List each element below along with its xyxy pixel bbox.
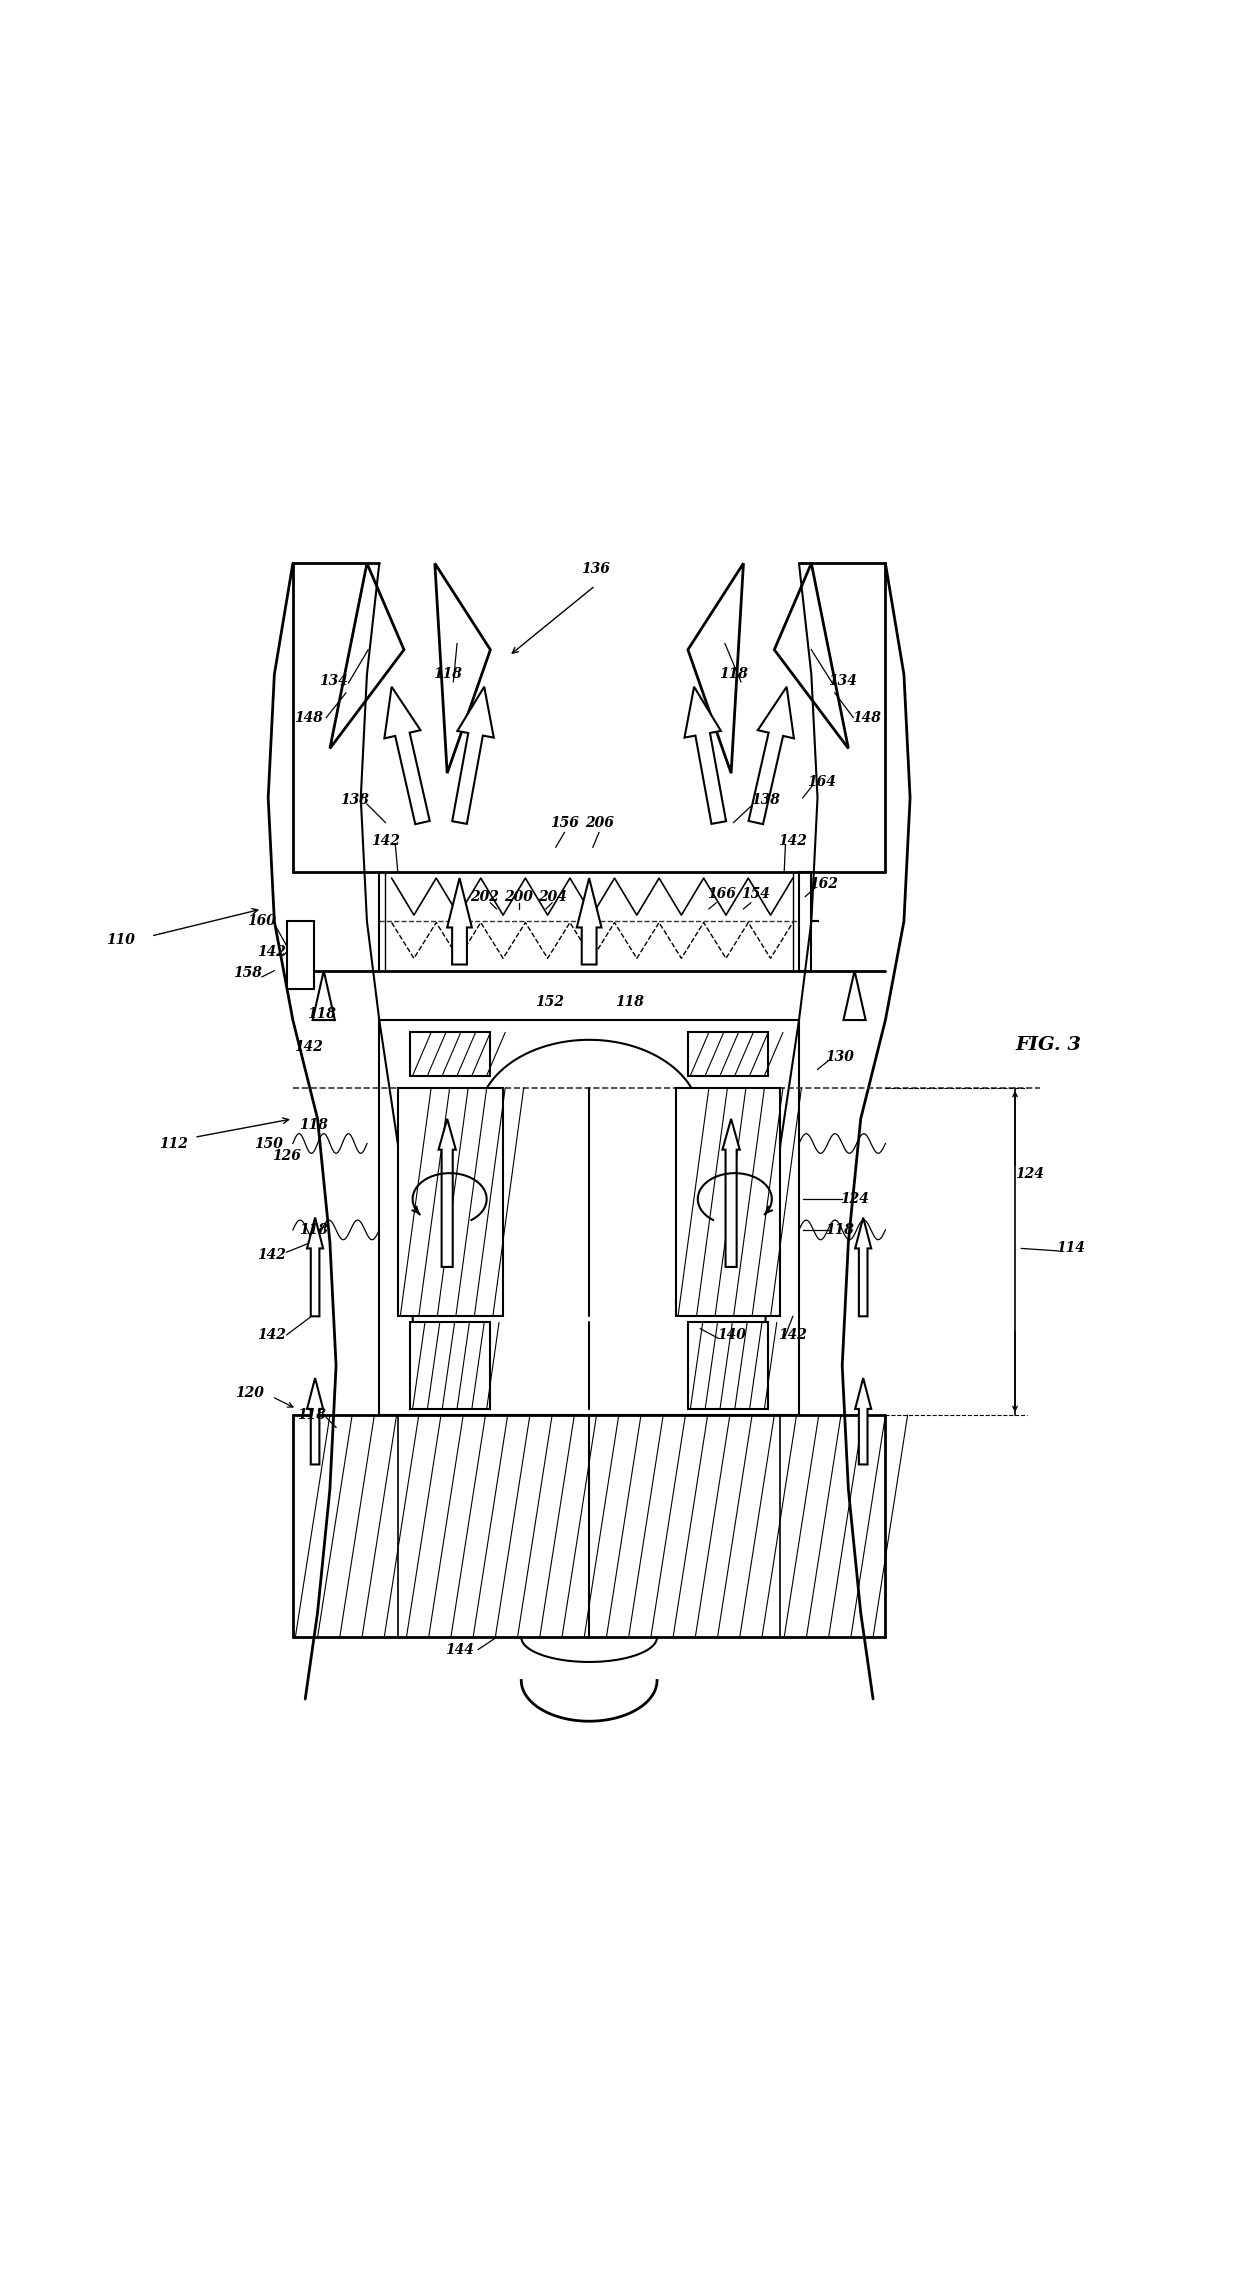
Text: 142: 142 xyxy=(779,835,807,848)
Bar xyxy=(688,1031,768,1075)
Text: 204: 204 xyxy=(538,890,567,903)
Text: 124: 124 xyxy=(1016,1166,1044,1182)
Polygon shape xyxy=(843,970,866,1020)
Bar xyxy=(688,1322,768,1409)
Text: 142: 142 xyxy=(258,1249,286,1262)
Polygon shape xyxy=(308,1217,324,1317)
Polygon shape xyxy=(448,878,472,965)
Text: 134: 134 xyxy=(828,675,857,688)
Text: 118: 118 xyxy=(615,995,645,1009)
Text: 142: 142 xyxy=(258,1329,286,1342)
Text: 114: 114 xyxy=(1056,1242,1085,1256)
Polygon shape xyxy=(856,1217,872,1317)
Text: 160: 160 xyxy=(248,915,277,929)
Text: 124: 124 xyxy=(841,1192,869,1205)
Text: 154: 154 xyxy=(742,887,770,901)
Polygon shape xyxy=(749,686,794,823)
Bar xyxy=(676,1089,780,1317)
Text: 118: 118 xyxy=(719,668,748,682)
Text: 136: 136 xyxy=(580,563,610,576)
Text: 164: 164 xyxy=(807,775,836,789)
Polygon shape xyxy=(439,1118,456,1267)
Bar xyxy=(398,1089,502,1317)
Text: 144: 144 xyxy=(445,1642,474,1656)
Text: FIG. 3: FIG. 3 xyxy=(1016,1036,1081,1054)
Text: 148: 148 xyxy=(852,711,882,725)
Text: 120: 120 xyxy=(236,1386,264,1400)
Text: 142: 142 xyxy=(371,835,399,848)
Text: 134: 134 xyxy=(319,675,348,688)
Text: 152: 152 xyxy=(536,995,564,1009)
Text: 148: 148 xyxy=(294,711,324,725)
Text: 150: 150 xyxy=(254,1137,283,1150)
Text: 142: 142 xyxy=(779,1329,807,1342)
Polygon shape xyxy=(384,686,430,823)
Text: 166: 166 xyxy=(707,887,735,901)
Text: 206: 206 xyxy=(584,816,614,830)
Text: 110: 110 xyxy=(105,933,134,947)
Bar xyxy=(410,1031,490,1075)
Text: 138: 138 xyxy=(340,794,370,807)
Text: 142: 142 xyxy=(258,945,286,958)
Text: 142: 142 xyxy=(294,1041,324,1054)
Bar xyxy=(410,1322,490,1409)
Text: 118: 118 xyxy=(826,1224,854,1237)
Text: 138: 138 xyxy=(751,794,780,807)
Text: 130: 130 xyxy=(826,1050,854,1063)
Text: 156: 156 xyxy=(551,816,579,830)
Text: 202: 202 xyxy=(470,890,498,903)
Polygon shape xyxy=(312,970,335,1020)
Text: 118: 118 xyxy=(306,1006,336,1020)
Text: 126: 126 xyxy=(273,1148,301,1162)
Bar xyxy=(286,922,314,990)
Text: 158: 158 xyxy=(233,965,262,981)
Text: 200: 200 xyxy=(505,890,533,903)
Polygon shape xyxy=(453,686,494,823)
Polygon shape xyxy=(308,1379,324,1464)
Text: 162: 162 xyxy=(810,878,838,892)
Text: 112: 112 xyxy=(159,1137,187,1150)
Polygon shape xyxy=(723,1118,740,1267)
Text: 118: 118 xyxy=(299,1118,329,1132)
Polygon shape xyxy=(684,686,727,823)
Text: 118: 118 xyxy=(433,668,461,682)
Text: 118: 118 xyxy=(299,1224,329,1237)
Polygon shape xyxy=(577,878,601,965)
Text: 140: 140 xyxy=(717,1329,745,1342)
Polygon shape xyxy=(856,1379,872,1464)
Text: 118: 118 xyxy=(296,1409,326,1423)
